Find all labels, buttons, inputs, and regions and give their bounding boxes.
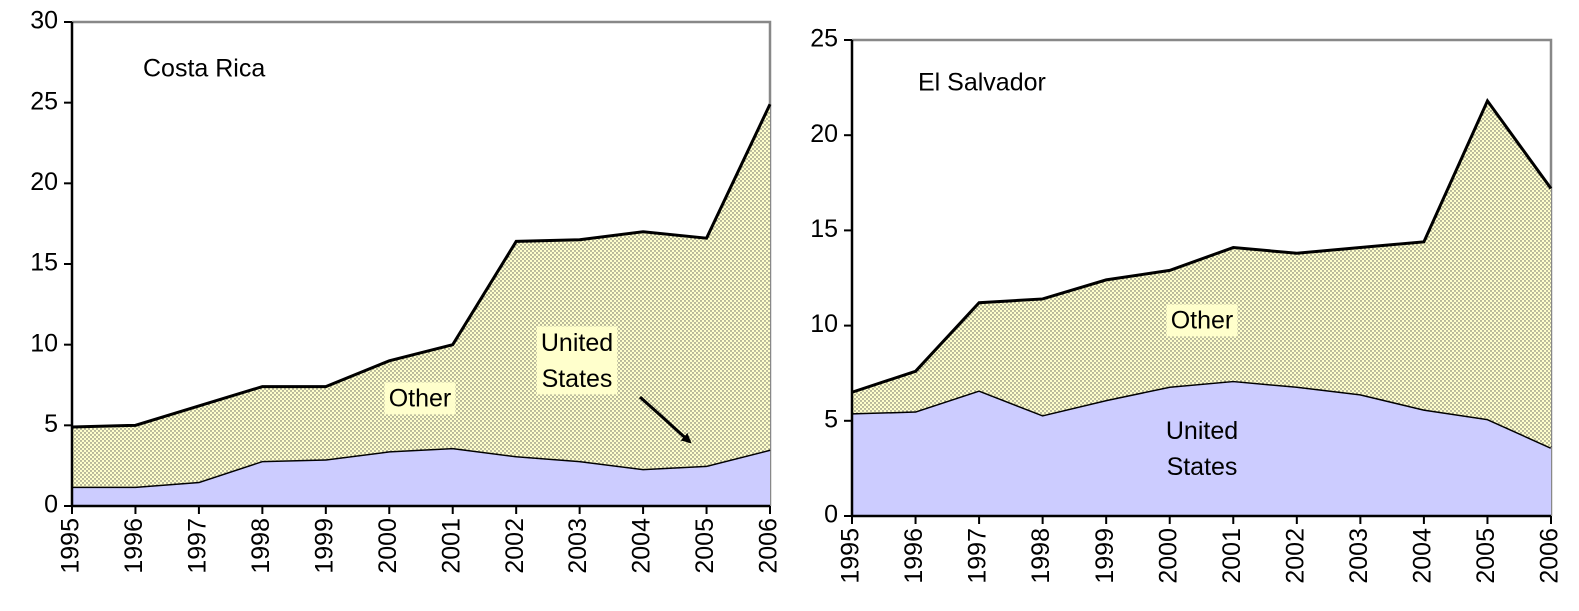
y-tick-label: 10 xyxy=(810,310,838,338)
y-tick-label: 0 xyxy=(824,501,838,529)
annotation-arrow xyxy=(638,395,692,444)
series-label-text: United States xyxy=(541,329,613,393)
series-label-bg xyxy=(1166,304,1238,337)
y-tick-label: 25 xyxy=(30,87,58,115)
x-tick-label: 2004 xyxy=(1409,528,1437,584)
x-tick-label: 1996 xyxy=(120,518,148,574)
x-tick-label: 1998 xyxy=(247,518,275,574)
chart-title: El Salvador xyxy=(918,69,1046,97)
x-tick-label: 1997 xyxy=(964,528,992,584)
area-edge xyxy=(71,103,772,429)
series-label: Other xyxy=(384,382,456,415)
series-label: United States xyxy=(536,326,618,395)
y-tick-label: 20 xyxy=(810,120,838,148)
x-tick-label: 2001 xyxy=(1218,528,1246,584)
y-tick-label: 15 xyxy=(30,249,58,277)
series-label-text: United States xyxy=(1166,417,1238,481)
y-tick-label: 25 xyxy=(810,25,838,53)
x-tick-label: 1996 xyxy=(900,528,928,584)
y-tick-label: 15 xyxy=(810,215,838,243)
x-tick-label: 2002 xyxy=(1281,528,1309,584)
series-label-text: Other xyxy=(389,385,452,413)
x-tick-label: 1999 xyxy=(1091,528,1119,584)
area-edge xyxy=(851,97,1553,394)
area-hatch xyxy=(852,100,1551,448)
x-tick-label: 2002 xyxy=(501,518,529,574)
chart-title: Costa Rica xyxy=(143,55,265,83)
y-tick-label: 5 xyxy=(44,410,58,438)
x-tick-label: 1995 xyxy=(837,528,865,584)
y-tick-label: 30 xyxy=(30,7,58,35)
area xyxy=(72,447,770,506)
x-tick-label: 2001 xyxy=(437,518,465,574)
series-label-bg xyxy=(384,382,456,415)
series-label-bg xyxy=(536,326,618,395)
area-hatch xyxy=(72,104,770,487)
x-tick-label: 2000 xyxy=(374,518,402,574)
area xyxy=(852,380,1551,516)
x-tick-label: 2000 xyxy=(1154,528,1182,584)
y-tick-label: 10 xyxy=(30,329,58,357)
y-tick-label: 0 xyxy=(44,491,58,519)
x-tick-label: 1997 xyxy=(184,518,212,574)
x-tick-label: 2005 xyxy=(1472,528,1500,584)
x-tick-label: 2006 xyxy=(1536,528,1564,584)
x-tick-label: 2003 xyxy=(1345,528,1373,584)
series-label: Other xyxy=(1166,304,1238,337)
y-tick-label: 20 xyxy=(30,168,58,196)
x-tick-label: 2005 xyxy=(691,518,719,574)
x-tick-label: 2006 xyxy=(755,518,783,574)
series-label: United States xyxy=(1166,417,1238,481)
x-tick-label: 1995 xyxy=(57,518,85,574)
series-label-text: Other xyxy=(1171,307,1234,335)
x-tick-label: 2004 xyxy=(628,518,656,574)
x-tick-label: 1999 xyxy=(310,518,338,574)
x-tick-label: 1998 xyxy=(1027,528,1055,584)
y-tick-label: 5 xyxy=(824,405,838,433)
x-tick-label: 2003 xyxy=(564,518,592,574)
